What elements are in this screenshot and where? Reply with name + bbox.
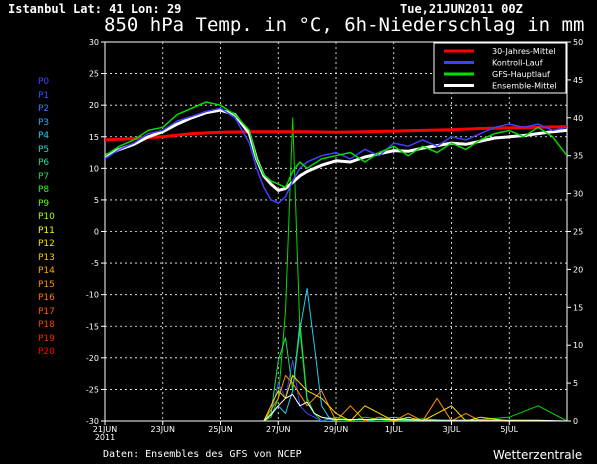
legend-label: Ensemble-Mittel [492,82,557,91]
member-label-p13: P13 [38,252,55,263]
member-label-p7: P7 [38,171,50,182]
temp-line-kontroll-lauf [105,107,567,204]
y-left-tick-label: 5 [94,196,99,205]
member-label-p19: P19 [38,333,55,344]
x-tick-label: 27JUN [266,425,290,434]
temp-line-ensemble-mittel [105,108,567,192]
y-left-tick-label: -25 [86,385,99,394]
y-left-tick-label: -5 [91,259,99,268]
member-label-p3: P3 [38,117,50,128]
y-right-tick-label: 50 [573,38,583,47]
member-label-p0: P0 [38,77,50,87]
legend: 30-Jahres-Mittel Kontroll-Lauf GFS-Hauptla… [433,42,567,94]
member-label-p18: P18 [38,320,55,330]
y-left-tick-label: -15 [86,322,99,331]
member-label-p5: P5 [38,144,50,155]
y-right-tick-label: 0 [573,417,578,426]
x-tick-label: 1JUL [385,425,403,434]
member-label-p9: P9 [38,198,50,209]
series-group [105,101,567,421]
y-left-tick-label: 20 [89,101,99,110]
y-left-tick-label: -10 [86,291,99,300]
member-label-p2: P2 [38,104,50,114]
y-left-tick-label: -20 [86,354,99,363]
legend-label: Kontroll-Lauf [492,59,543,68]
precip-line-kontroll-lauf [263,359,567,421]
member-label-p10: P10 [38,212,55,222]
brand-label: Wetterzentrale [493,448,583,462]
y-left-tick-label: 0 [94,228,99,237]
member-label-p15: P15 [38,279,55,290]
y-right-tick-label: 35 [573,152,583,161]
precip-line-ensemble-mittel [263,394,567,421]
y-right-tick-label: 40 [573,114,583,123]
y-right-tick-label: 5 [573,379,578,388]
precip-line-p4 [263,287,567,421]
temp-line-30-jahres-mittel [105,125,567,142]
member-label-p1: P1 [38,90,50,101]
precip-line-p7 [263,322,567,421]
run-date-label: Tue,21JUN2011 00Z [400,2,523,16]
x-tick-label: 3JUL [443,425,461,434]
chart-title: 850 hPa Temp. in °C, 6h-Niederschlag in … [104,14,585,36]
y-right-tick-label: 25 [573,228,583,237]
member-label-p11: P11 [38,225,55,236]
x-tick-label: 21JUN [93,425,117,434]
y-right-tick-label: 20 [573,265,583,274]
legend-label: 30-Jahres-Mittel [492,47,555,56]
y-right-tick-label: 15 [573,303,583,312]
member-label-p4: P4 [38,131,50,141]
x-tick-label: 29JUN [324,425,348,434]
member-label-p14: P14 [38,266,55,276]
y-left-tick-label: 30 [89,38,99,47]
temp-line-gfs-hauptlauf [105,101,567,189]
member-label-p20: P20 [38,347,55,357]
y-right-tick-label: 10 [573,341,583,350]
member-label-p17: P17 [38,306,55,317]
y-left-tick-label: 10 [89,164,99,173]
y-left-tick-label: 15 [89,133,99,142]
x-tick-sublabel: 2011 [95,433,115,442]
x-tick-label: 5JUL [500,425,518,434]
x-tick-label: 25JUN [208,425,232,434]
member-label-p8: P8 [38,185,50,195]
member-label-p12: P12 [38,239,55,249]
y-left-tick-label: 25 [89,70,99,79]
legend-label: GFS-Hauptlauf [492,70,550,79]
precip-line-gfs-hauptlauf [263,117,567,421]
location-label: Istanbul Lat: 41 Lon: 29 [8,2,182,16]
y-right-tick-label: 45 [573,76,583,85]
data-source-label: Daten: Ensembles des GFS von NCEP [103,449,302,460]
y-right-tick-label: 30 [573,190,583,199]
x-tick-label: 23JUN [151,425,175,434]
y-left-tick-label: -30 [86,417,99,426]
member-label-p16: P16 [38,293,55,303]
member-label-p6: P6 [38,158,50,168]
